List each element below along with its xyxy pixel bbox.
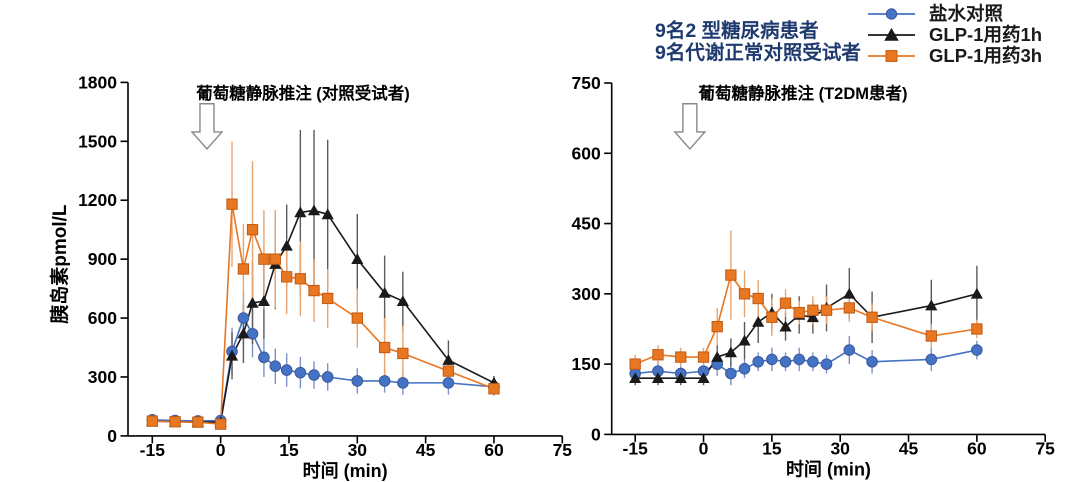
svg-text:75: 75	[553, 440, 573, 460]
svg-text:-15: -15	[623, 438, 649, 458]
svg-text:15: 15	[279, 440, 299, 460]
svg-text:GLP-1用药3h: GLP-1用药3h	[929, 45, 1042, 66]
svg-text:1500: 1500	[78, 131, 117, 151]
svg-text:300: 300	[88, 367, 117, 387]
svg-text:GLP-1用药1h: GLP-1用药1h	[929, 24, 1042, 45]
svg-text:300: 300	[571, 284, 600, 304]
svg-text:0: 0	[107, 426, 117, 446]
svg-text:60: 60	[967, 438, 987, 458]
svg-text:900: 900	[88, 249, 117, 269]
svg-text:1200: 1200	[78, 190, 117, 210]
svg-text:75: 75	[1035, 438, 1055, 458]
svg-text:15: 15	[762, 438, 782, 458]
svg-text:0: 0	[591, 424, 601, 444]
svg-text:葡萄糖静脉推注 (T2DM患者): 葡萄糖静脉推注 (T2DM患者)	[698, 83, 908, 103]
svg-text:45: 45	[899, 438, 919, 458]
svg-text:胰岛素pmol/L: 胰岛素pmol/L	[48, 204, 71, 325]
svg-text:30: 30	[830, 438, 850, 458]
svg-text:150: 150	[571, 354, 600, 374]
svg-text:1800: 1800	[78, 72, 117, 92]
svg-text:盐水对照: 盐水对照	[929, 3, 1004, 24]
svg-text:450: 450	[571, 214, 600, 234]
svg-text:750: 750	[571, 73, 600, 93]
svg-text:60: 60	[484, 440, 504, 460]
svg-text:9名2 型糖尿病患者: 9名2 型糖尿病患者	[655, 19, 819, 42]
svg-text:时间 (min): 时间 (min)	[786, 459, 871, 479]
svg-text:葡萄糖静脉推注 (对照受试者): 葡萄糖静脉推注 (对照受试者)	[195, 83, 410, 103]
svg-text:时间 (min): 时间 (min)	[303, 461, 388, 481]
svg-text:600: 600	[571, 143, 600, 163]
svg-text:600: 600	[88, 308, 117, 328]
svg-text:0: 0	[216, 440, 226, 460]
svg-text:45: 45	[416, 440, 436, 460]
svg-text:-15: -15	[140, 440, 166, 460]
svg-text:30: 30	[348, 440, 368, 460]
svg-text:0: 0	[699, 438, 709, 458]
svg-text:9名代谢正常对照受试者: 9名代谢正常对照受试者	[655, 41, 861, 64]
